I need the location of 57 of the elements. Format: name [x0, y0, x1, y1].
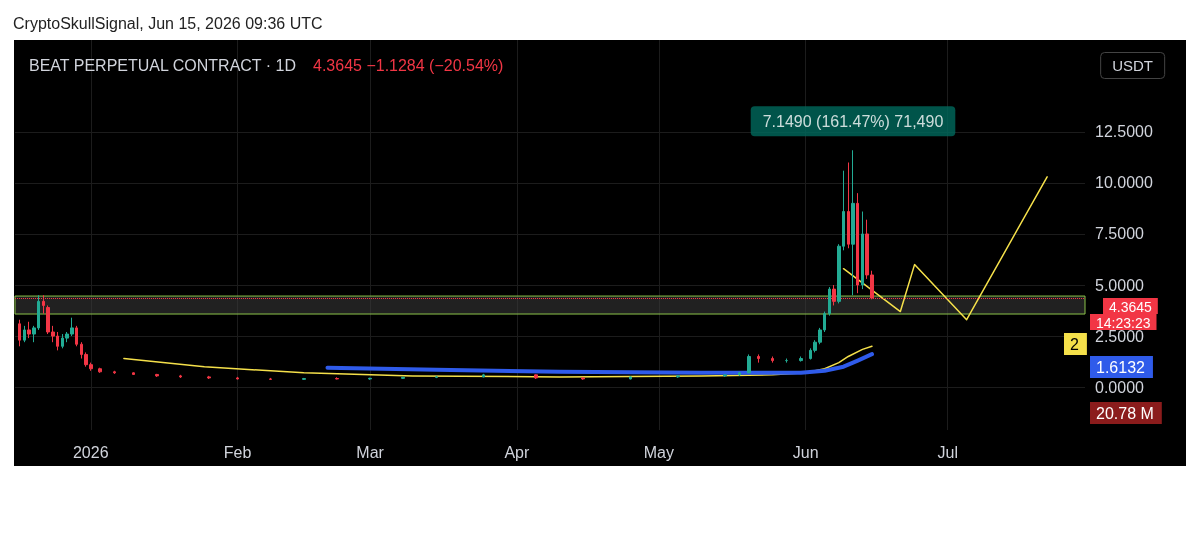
- annotation: 7.1490 (161.47%) 71,490: [762, 112, 944, 130]
- candlestick: [18, 319, 21, 347]
- candlestick: [207, 375, 211, 380]
- annotation: 2: [1070, 335, 1079, 353]
- line-series: [123, 345, 873, 378]
- y-axis-title: USDT: [1112, 57, 1154, 74]
- text: BEAT PERPETUAL CONTRACT · 1D: [29, 56, 297, 74]
- candlestick: [757, 353, 760, 364]
- line-series: [325, 352, 874, 375]
- x-tick-label: Feb: [223, 443, 252, 461]
- x-tick-label: Mar: [356, 443, 385, 461]
- candlestick: [629, 376, 632, 380]
- y-tick-label: 5.0000: [1095, 276, 1145, 294]
- candlestick: [23, 325, 26, 343]
- candlestick: [401, 376, 405, 380]
- candlestick: [723, 373, 727, 378]
- candlestick: [302, 377, 306, 381]
- candlestick: [155, 373, 159, 378]
- candlestick: [747, 353, 751, 374]
- candlestick: [534, 373, 538, 380]
- annotation: 4.3645 −1.1284 (−20.54%): [313, 56, 504, 74]
- candlestick: [435, 375, 438, 379]
- text: 1.6132: [1096, 358, 1146, 376]
- y-tick-label: 12.5000: [1095, 123, 1153, 141]
- line-series: [842, 176, 1048, 321]
- candlestick: [98, 367, 102, 374]
- chart-subtitle: CryptoSkullSignal, Jun 15, 2026 09:36 UTC: [13, 14, 323, 32]
- x-tick-label: Apr: [504, 443, 530, 461]
- candlestick: [113, 370, 116, 375]
- text: 20.78 M: [1096, 404, 1154, 422]
- candlestick: [581, 376, 585, 381]
- candlestick: [27, 321, 31, 339]
- y-tick-label: 7.5000: [1095, 225, 1145, 243]
- candlestick: [851, 149, 855, 296]
- candlestick: [75, 325, 78, 347]
- candlestick: [236, 376, 239, 380]
- x-tick-label: Jun: [792, 443, 819, 461]
- candlestick: [676, 374, 680, 379]
- candlestick: [335, 376, 339, 380]
- candlestick: [269, 377, 272, 381]
- y-tick-label: 10.0000: [1095, 174, 1153, 192]
- candlestick: [861, 211, 864, 290]
- candlestick: [738, 371, 741, 377]
- y-tick-label: 0.0000: [1095, 378, 1145, 396]
- candlestick: [179, 374, 182, 379]
- candlestick: [368, 377, 372, 381]
- candlestick: [828, 286, 831, 317]
- x-tick-label: 2026: [72, 443, 109, 461]
- candlestick: [482, 373, 485, 378]
- x-tick-label: Jul: [937, 443, 958, 461]
- candlestick: [771, 355, 774, 364]
- ref-line-label: 4.3645: [1109, 298, 1153, 315]
- x-tick-label: May: [643, 443, 675, 461]
- candlestick: [132, 371, 135, 376]
- candlestick: [847, 162, 850, 249]
- candlestick: [856, 192, 859, 294]
- candlestick: [799, 355, 803, 363]
